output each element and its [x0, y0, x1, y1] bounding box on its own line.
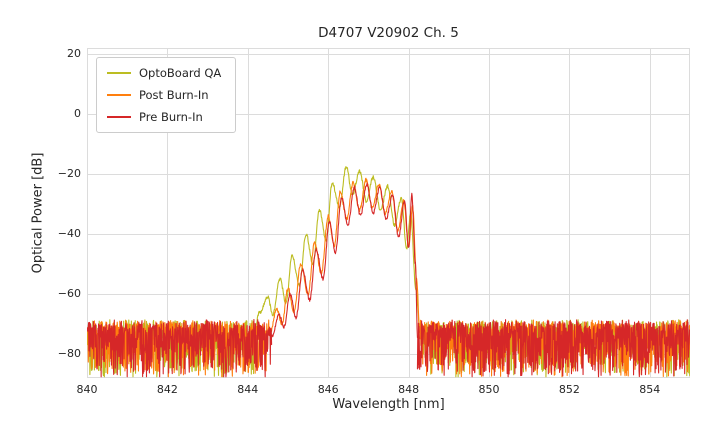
y-tick-label: −20 [57, 167, 81, 180]
y-tick-label: 20 [67, 47, 81, 60]
legend-line-swatch [107, 72, 131, 74]
legend-line-swatch [107, 94, 131, 96]
legend: OptoBoard QA Post Burn-In Pre Burn-In [96, 57, 237, 133]
y-tick-label: −40 [57, 227, 81, 240]
legend-label: Pre Burn-In [139, 110, 203, 124]
y-tick-label: −80 [57, 347, 81, 360]
x-tick-label: 842 [156, 383, 178, 396]
legend-item: OptoBoard QA [107, 66, 221, 80]
x-tick-label: 846 [317, 383, 339, 396]
x-tick-label: 850 [478, 383, 500, 396]
x-tick-label: 844 [237, 383, 259, 396]
legend-label: Post Burn-In [139, 88, 209, 102]
x-tick-label: 848 [398, 383, 420, 396]
x-tick-label: 840 [76, 383, 98, 396]
x-tick-label: 852 [558, 383, 580, 396]
legend-item: Pre Burn-In [107, 110, 221, 124]
legend-item: Post Burn-In [107, 88, 221, 102]
y-tick-label: 0 [74, 107, 81, 120]
legend-line-swatch [107, 116, 131, 118]
x-axis-title: Wavelength [nm] [332, 397, 445, 412]
chart-title: D4707 V20902 Ch. 5 [318, 25, 459, 41]
x-tick-label: 854 [639, 383, 661, 396]
legend-label: OptoBoard QA [139, 66, 222, 80]
y-tick-label: −60 [57, 287, 81, 300]
